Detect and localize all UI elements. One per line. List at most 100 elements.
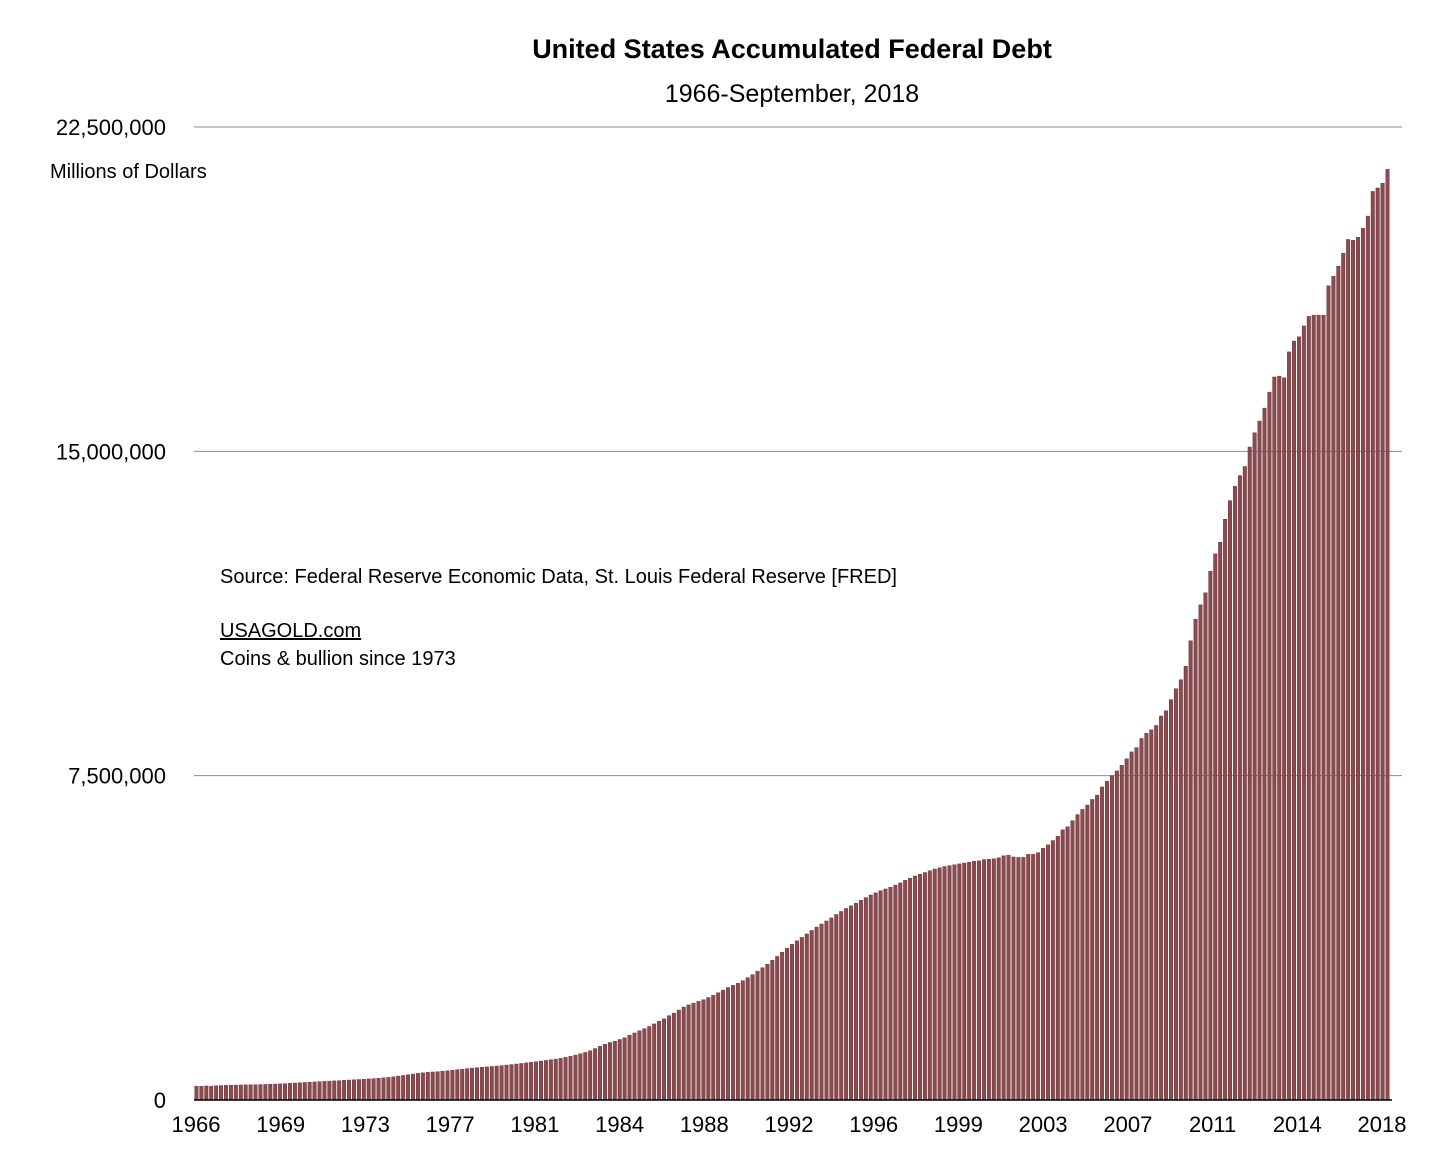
bar bbox=[381, 1077, 386, 1101]
bar bbox=[509, 1064, 514, 1101]
bar bbox=[1085, 804, 1090, 1101]
bar bbox=[647, 1026, 652, 1101]
bar bbox=[814, 926, 819, 1101]
bar bbox=[755, 970, 760, 1101]
bar bbox=[809, 930, 814, 1101]
chart-subtitle: 1966-September, 2018 bbox=[665, 80, 919, 108]
bar bbox=[1109, 775, 1114, 1101]
bar bbox=[957, 863, 962, 1101]
bar bbox=[721, 989, 726, 1101]
bar bbox=[829, 917, 834, 1101]
x-tick-label: 1992 bbox=[765, 1112, 814, 1137]
bar bbox=[440, 1071, 445, 1101]
bar bbox=[1124, 758, 1129, 1101]
bar bbox=[671, 1012, 676, 1101]
bar bbox=[356, 1079, 361, 1101]
bar bbox=[937, 867, 942, 1101]
bar bbox=[750, 974, 755, 1101]
bar bbox=[996, 857, 1001, 1101]
bar bbox=[1336, 266, 1341, 1101]
bar bbox=[1351, 240, 1356, 1101]
bar bbox=[922, 872, 927, 1101]
bar bbox=[214, 1085, 219, 1101]
bar bbox=[730, 985, 735, 1101]
bar bbox=[790, 944, 794, 1101]
x-tick-label: 1988 bbox=[680, 1112, 729, 1137]
bar bbox=[593, 1048, 598, 1101]
bar bbox=[1045, 844, 1050, 1101]
bar bbox=[824, 920, 829, 1101]
bar bbox=[1134, 747, 1139, 1101]
y-tick-label: 7,500,000 bbox=[68, 764, 166, 789]
bar bbox=[1287, 351, 1292, 1101]
bar bbox=[1237, 475, 1242, 1101]
bar bbox=[1306, 316, 1311, 1101]
bar bbox=[1326, 285, 1331, 1101]
bar bbox=[425, 1072, 430, 1101]
x-tick-labels: 1966 1969 1973 1977 1981 1984 1988 1992 1996 1999… bbox=[172, 1112, 1407, 1137]
bar bbox=[297, 1082, 302, 1101]
bar bbox=[1257, 420, 1262, 1101]
bar bbox=[396, 1075, 401, 1101]
bar bbox=[1267, 391, 1272, 1101]
bar bbox=[1065, 826, 1070, 1101]
bar bbox=[981, 859, 986, 1101]
bar bbox=[1360, 227, 1365, 1101]
bar bbox=[986, 858, 991, 1101]
bar bbox=[632, 1032, 637, 1101]
bar bbox=[558, 1058, 563, 1101]
bar bbox=[637, 1030, 642, 1101]
x-tick-label: 1984 bbox=[595, 1112, 644, 1137]
bar bbox=[430, 1071, 435, 1101]
y-tick-labels: 0 7,500,000 15,000,000 22,500,000 bbox=[56, 115, 166, 1113]
bar bbox=[775, 956, 780, 1101]
bar bbox=[1060, 829, 1065, 1101]
bar bbox=[849, 905, 854, 1101]
bar bbox=[1178, 679, 1183, 1101]
bar bbox=[494, 1065, 499, 1101]
bar bbox=[662, 1018, 667, 1101]
bar bbox=[1021, 857, 1026, 1101]
bar bbox=[1006, 855, 1011, 1101]
x-tick-label: 1973 bbox=[341, 1112, 390, 1137]
bar bbox=[1114, 770, 1119, 1101]
bar bbox=[1356, 237, 1360, 1101]
bar bbox=[785, 948, 790, 1101]
bar bbox=[1095, 794, 1100, 1101]
bar bbox=[1321, 314, 1326, 1101]
bar bbox=[1075, 814, 1080, 1101]
y-axis-label: Millions of Dollars bbox=[50, 161, 207, 183]
bar bbox=[1365, 215, 1370, 1101]
bar bbox=[858, 900, 863, 1101]
bar bbox=[696, 1001, 701, 1101]
bar bbox=[302, 1082, 307, 1101]
bar bbox=[342, 1080, 347, 1101]
bar bbox=[873, 892, 878, 1101]
bar bbox=[1346, 239, 1351, 1101]
bar bbox=[391, 1076, 396, 1101]
bar bbox=[1100, 786, 1105, 1101]
bar bbox=[622, 1037, 627, 1101]
bar bbox=[1011, 856, 1016, 1101]
bar bbox=[386, 1077, 391, 1101]
bars bbox=[194, 169, 1390, 1101]
bar bbox=[337, 1080, 342, 1101]
bar bbox=[543, 1060, 548, 1101]
bar bbox=[598, 1046, 603, 1101]
usagold-link[interactable]: USAGOLD.com bbox=[220, 620, 361, 642]
bar bbox=[317, 1081, 322, 1101]
bar bbox=[233, 1084, 238, 1101]
bar bbox=[898, 882, 903, 1101]
bar bbox=[1296, 336, 1301, 1101]
bar bbox=[799, 937, 804, 1101]
bar bbox=[888, 887, 893, 1101]
bar bbox=[253, 1084, 258, 1101]
bar bbox=[573, 1054, 578, 1101]
bar bbox=[1370, 191, 1375, 1101]
source-note: Source: Federal Reserve Economic Data, S… bbox=[220, 566, 897, 588]
bar bbox=[681, 1006, 686, 1101]
bar bbox=[1149, 729, 1154, 1101]
bar bbox=[612, 1040, 617, 1101]
bar bbox=[361, 1079, 366, 1101]
